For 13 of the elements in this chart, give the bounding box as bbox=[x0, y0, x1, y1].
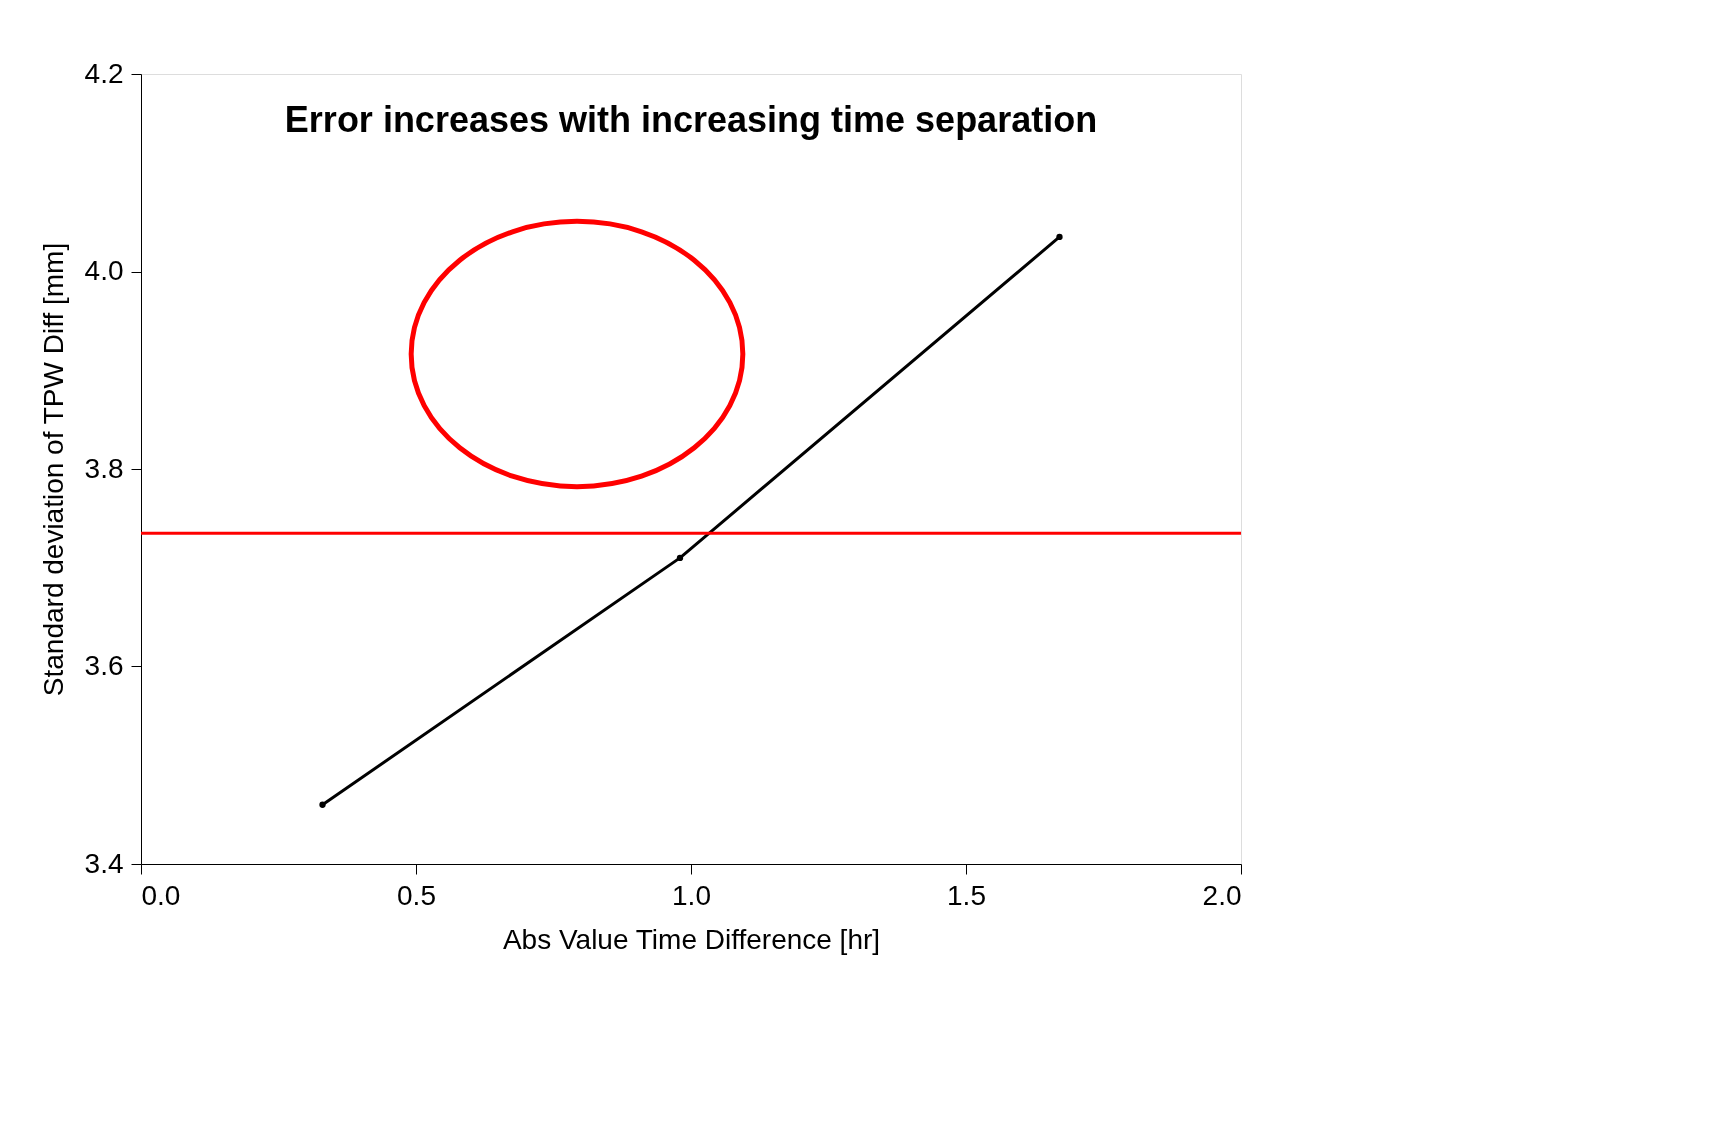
y-tick-label: 4.2 bbox=[84, 57, 124, 89]
x-axis-title: Abs Value Time Difference [hr] bbox=[502, 923, 881, 955]
y-tick-label: 3.8 bbox=[84, 452, 124, 484]
y-tick-label: 4.0 bbox=[84, 255, 124, 286]
y-tick-label: 3.4 bbox=[84, 847, 124, 879]
x-tick-label: 1.0 bbox=[672, 879, 711, 911]
x-tick-label: 2.0 bbox=[1202, 879, 1242, 911]
y-tick-label: 3.6 bbox=[84, 650, 124, 681]
text: Error increases with increasing time separation bbox=[284, 99, 1098, 140]
x-tick-label: 0.0 bbox=[141, 879, 181, 911]
x-tick-label: 0.5 bbox=[397, 879, 436, 911]
x-tick-label: 1.5 bbox=[947, 879, 986, 911]
y-axis-title: Standard deviation of TPW Diff [mm] bbox=[37, 242, 69, 697]
